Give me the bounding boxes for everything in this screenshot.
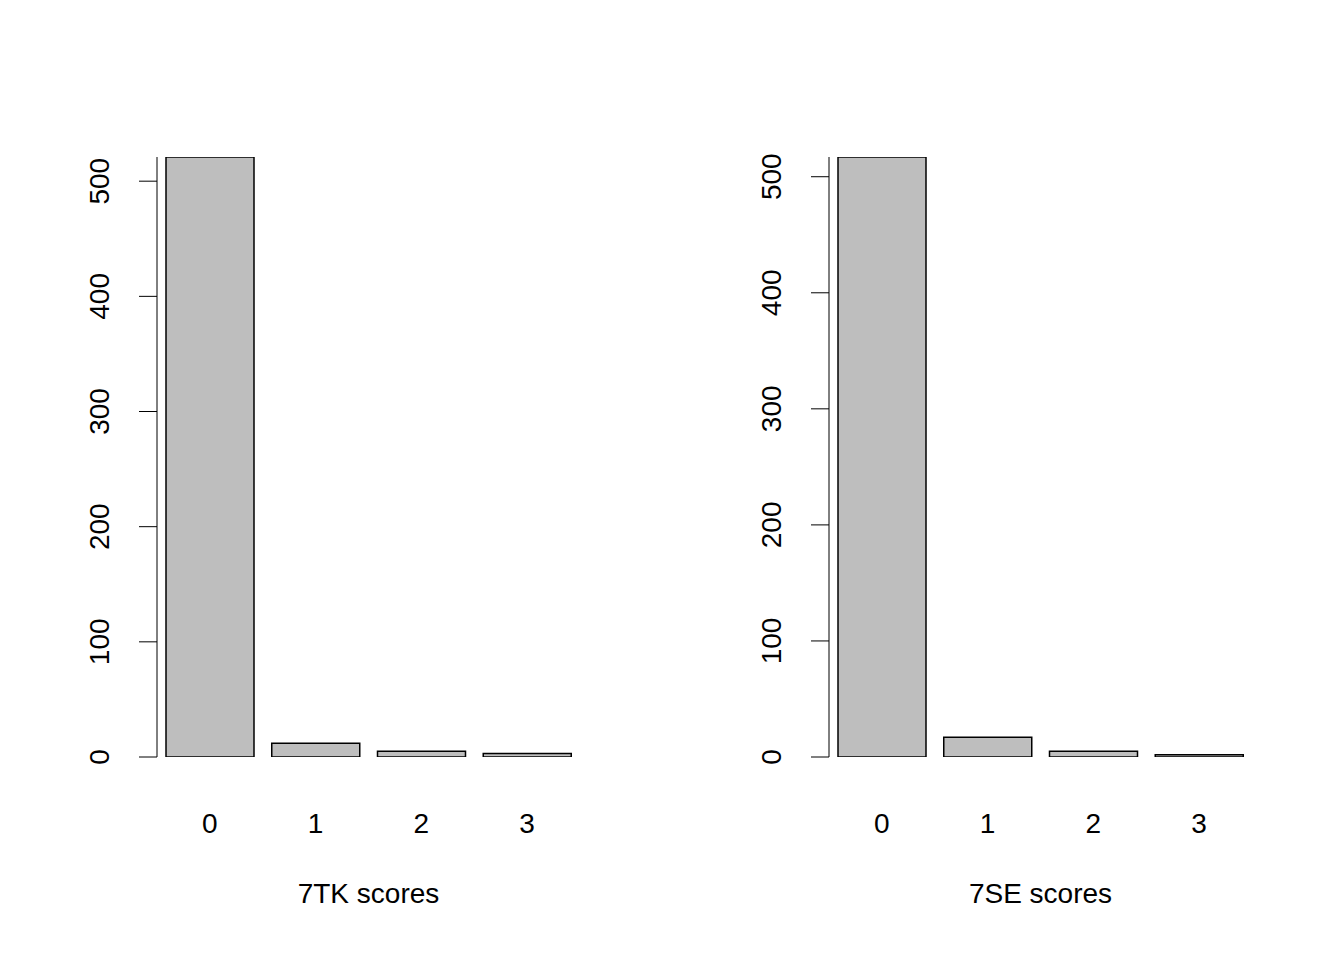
svg-text:1: 1: [308, 808, 324, 839]
svg-text:400: 400: [84, 273, 115, 320]
svg-text:400: 400: [756, 269, 787, 316]
svg-text:0: 0: [84, 749, 115, 765]
svg-text:300: 300: [84, 388, 115, 435]
svg-text:500: 500: [756, 153, 787, 200]
svg-text:0: 0: [874, 808, 890, 839]
svg-text:1: 1: [980, 808, 996, 839]
svg-text:2: 2: [1086, 808, 1102, 839]
svg-text:3: 3: [519, 808, 535, 839]
svg-text:200: 200: [756, 502, 787, 549]
svg-text:200: 200: [84, 503, 115, 550]
svg-text:500: 500: [84, 158, 115, 205]
svg-text:100: 100: [756, 618, 787, 665]
svg-text:7TK scores: 7TK scores: [298, 878, 440, 909]
svg-text:2: 2: [414, 808, 430, 839]
svg-text:300: 300: [756, 385, 787, 432]
svg-text:7SE scores: 7SE scores: [969, 878, 1112, 909]
svg-text:0: 0: [756, 749, 787, 765]
svg-text:0: 0: [202, 808, 218, 839]
svg-text:3: 3: [1191, 808, 1207, 839]
svg-text:100: 100: [84, 618, 115, 665]
